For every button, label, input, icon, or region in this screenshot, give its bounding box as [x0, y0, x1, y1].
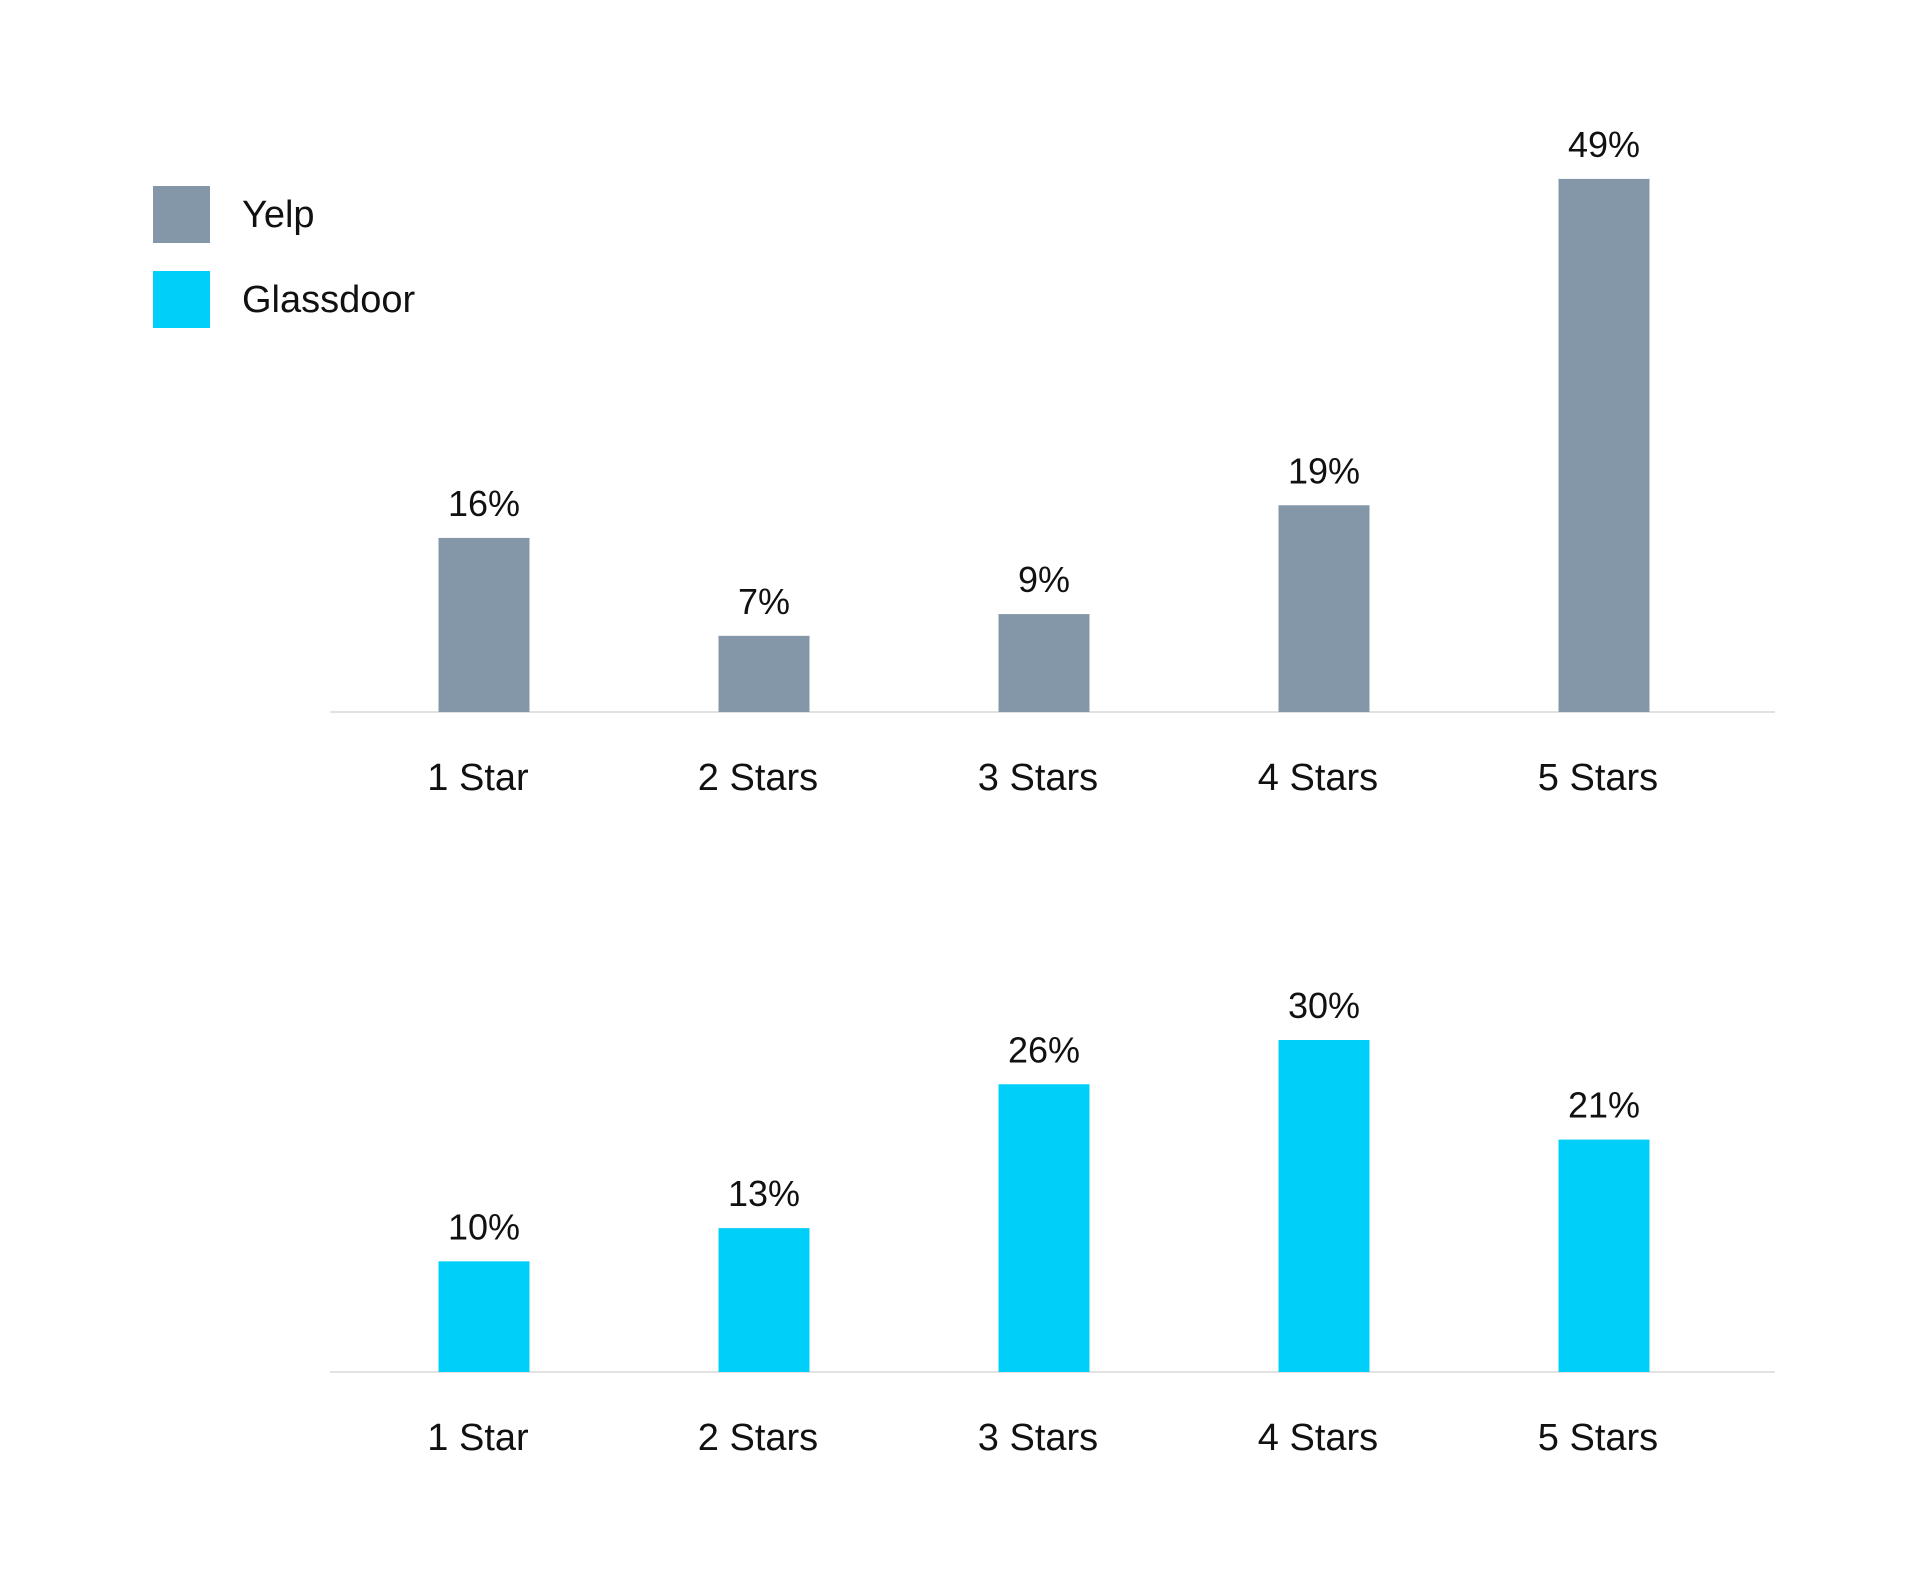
yelp-value-label-1-star: 16%	[448, 483, 520, 524]
yelp-bar-4-stars	[1278, 505, 1370, 712]
glassdoor-tick-label-4-stars: 4 Stars	[1258, 1417, 1378, 1459]
glassdoor-bar-3-stars	[998, 1084, 1090, 1372]
glassdoor-tick-label-5-stars: 5 Stars	[1538, 1417, 1658, 1459]
glassdoor-value-label-1-star: 10%	[448, 1206, 520, 1247]
glassdoor-tick-label-1-star: 1 Star	[427, 1417, 529, 1459]
yelp-bar-2-stars	[718, 635, 810, 712]
yelp-tick-label-4-stars: 4 Stars	[1258, 757, 1378, 799]
legend-label-yelp: Yelp	[242, 194, 315, 236]
yelp-value-label-3-stars: 9%	[1018, 559, 1070, 600]
glassdoor-value-label-4-stars: 30%	[1288, 985, 1360, 1026]
glassdoor-tick-label-3-stars: 3 Stars	[978, 1417, 1098, 1459]
glassdoor-bar-panel: 10% 1 Star 13% 2 Stars 26% 3 Stars 30% 4 Stars 2…	[330, 985, 1775, 1459]
glassdoor-bar-5-stars	[1558, 1139, 1650, 1372]
yelp-tick-label-5-stars: 5 Stars	[1538, 757, 1658, 799]
yelp-tick-label-1-star: 1 Star	[427, 757, 529, 799]
yelp-value-label-5-stars: 49%	[1568, 124, 1640, 165]
yelp-bar-3-stars	[998, 614, 1090, 712]
legend-label-glassdoor: Glassdoor	[242, 279, 416, 321]
yelp-tick-label-2-stars: 2 Stars	[698, 757, 818, 799]
glassdoor-tick-label-2-stars: 2 Stars	[698, 1417, 818, 1459]
glassdoor-bar-2-stars	[718, 1228, 810, 1372]
legend-swatch-yelp	[153, 186, 210, 243]
glassdoor-value-label-3-stars: 26%	[1008, 1029, 1080, 1070]
legend: Yelp Glassdoor	[153, 186, 416, 328]
yelp-value-label-4-stars: 19%	[1288, 450, 1360, 491]
glassdoor-bar-1-star	[438, 1261, 530, 1372]
yelp-bar-5-stars	[1558, 178, 1650, 712]
glassdoor-bar-4-stars	[1278, 1040, 1370, 1372]
glassdoor-value-label-5-stars: 21%	[1568, 1085, 1640, 1126]
yelp-value-label-2-stars: 7%	[738, 581, 790, 622]
yelp-bar-panel: 16% 1 Star 7% 2 Stars 9% 3 Stars 19% 4 Stars 49%…	[330, 124, 1775, 799]
yelp-tick-label-3-stars: 3 Stars	[978, 757, 1098, 799]
glassdoor-value-label-2-stars: 13%	[728, 1173, 800, 1214]
yelp-bar-1-star	[438, 537, 530, 712]
legend-swatch-glassdoor	[153, 271, 210, 328]
